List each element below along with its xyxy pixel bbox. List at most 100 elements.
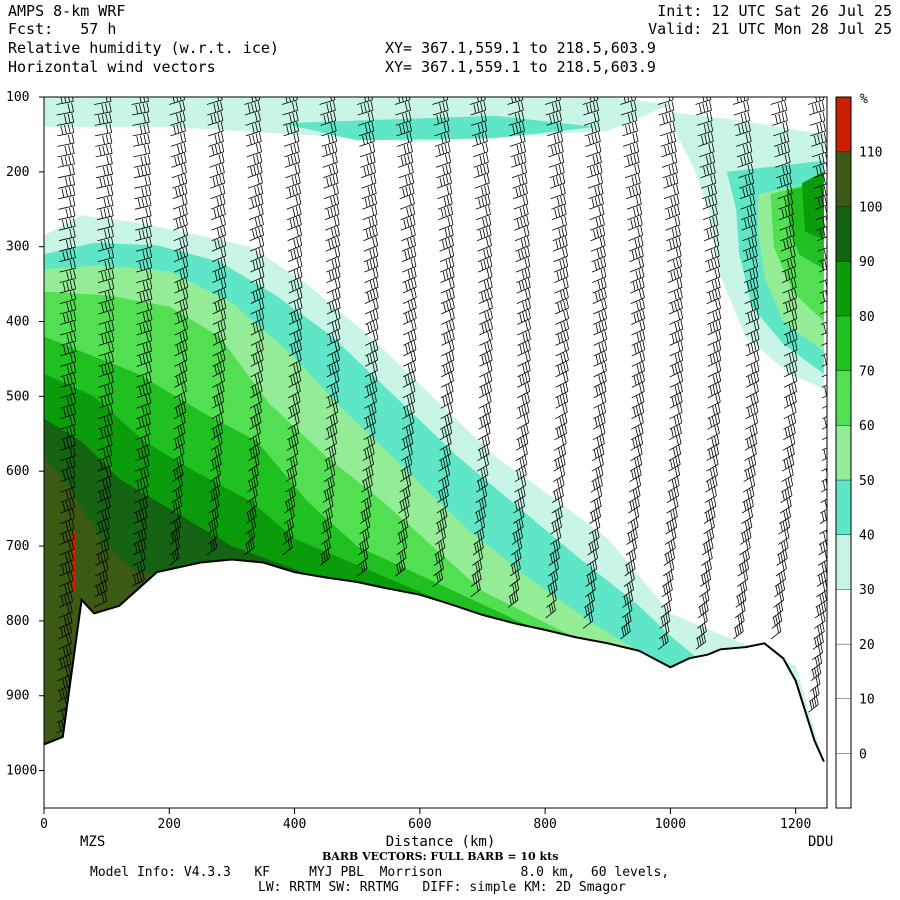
- wind-barb: [323, 184, 339, 200]
- wind-barb: [364, 267, 379, 283]
- wind-barb: [325, 413, 338, 430]
- physics-info: LW: RRTM SW: RRTMG DIFF: simple KM: 2D S…: [258, 880, 626, 895]
- wind-barb: [395, 101, 411, 116]
- wind-barb: [773, 132, 790, 147]
- wind-barb: [513, 486, 526, 503]
- wind-barb: [593, 330, 608, 346]
- wind-barb: [474, 496, 487, 514]
- wind-barb: [97, 217, 114, 231]
- wind-barb: [592, 434, 605, 451]
- wind-barb: [364, 403, 377, 420]
- wind-barb: [362, 455, 374, 472]
- wind-barb: [475, 194, 491, 210]
- wind-barb: [94, 560, 109, 577]
- plot-frame: [43, 96, 828, 809]
- wind-barb: [509, 559, 521, 577]
- wind-barb: [97, 258, 115, 273]
- wind-barb: [440, 298, 455, 315]
- wind-barb: [402, 257, 417, 273]
- wind-barb: [249, 215, 264, 231]
- wind-barb: [170, 496, 183, 514]
- wind-barb: [475, 486, 488, 503]
- wind-barb: [94, 591, 108, 608]
- wind-barb: [170, 121, 186, 137]
- wind-barb: [395, 559, 406, 577]
- wind-barb: [247, 153, 263, 168]
- wind-barb: [440, 257, 455, 273]
- wind-barb: [593, 319, 608, 336]
- wind-barb: [475, 476, 488, 493]
- wind-barb: [363, 423, 376, 441]
- wind-barb: [783, 371, 798, 388]
- wind-barb: [282, 111, 299, 126]
- wind-barb: [399, 173, 415, 189]
- wind-barb: [170, 507, 182, 524]
- wind-barb: [210, 194, 226, 210]
- wind-barb: [478, 257, 493, 273]
- wind-barb: [553, 257, 569, 273]
- wind-barb: [135, 217, 152, 231]
- wind-barb: [553, 444, 567, 462]
- wind-barb: [555, 392, 569, 409]
- wind-barb: [288, 246, 303, 263]
- wind-barb: [434, 528, 446, 545]
- wind-barb: [133, 529, 147, 545]
- wind-barb: [250, 361, 264, 378]
- wind-barb: [134, 466, 150, 483]
- wind-barb: [135, 227, 152, 242]
- wind-barb: [435, 142, 451, 158]
- wind-barb: [735, 121, 751, 137]
- wind-barb: [441, 330, 455, 346]
- wind-barb: [244, 101, 261, 116]
- wind-barb: [513, 496, 525, 514]
- wind-barb: [696, 111, 713, 126]
- wind-barb: [593, 382, 607, 399]
- wind-barb: [247, 173, 263, 189]
- wind-barb: [669, 309, 684, 325]
- wind-barb: [624, 163, 641, 179]
- wind-barb: [471, 121, 488, 137]
- wind-barb: [507, 590, 519, 608]
- colorbar-label: 20: [859, 638, 875, 653]
- wind-barb: [169, 101, 186, 116]
- wind-barb: [94, 123, 113, 137]
- wind-barb: [547, 132, 564, 147]
- colorbar-label: 50: [859, 474, 875, 489]
- wind-barb: [817, 237, 827, 252]
- wind-barb: [474, 507, 486, 524]
- wind-barb: [777, 184, 793, 200]
- wind-barb: [478, 413, 491, 430]
- wind-barb: [364, 257, 379, 273]
- wind-barb: [357, 101, 374, 116]
- wind-barb: [248, 184, 264, 200]
- wind-barb: [658, 101, 675, 116]
- wind-barb: [776, 163, 792, 179]
- x-tick-label: 1200: [780, 817, 811, 832]
- wind-barb: [631, 351, 646, 367]
- wind-barb: [285, 173, 301, 189]
- wind-barb: [593, 351, 607, 367]
- wind-barb: [436, 507, 448, 524]
- wind-barb: [624, 153, 640, 168]
- wind-barb: [622, 132, 639, 147]
- wind-barb: [173, 392, 187, 409]
- x-tick-label: 200: [158, 817, 181, 832]
- wind-barb: [705, 476, 718, 493]
- wind-barb: [440, 371, 454, 388]
- wind-barb: [439, 423, 453, 441]
- wind-barb: [95, 539, 110, 556]
- wind-barb: [516, 288, 531, 304]
- wind-barb: [659, 121, 676, 137]
- wind-barb: [512, 184, 528, 200]
- wind-barb: [627, 205, 643, 221]
- wind-barb: [630, 288, 645, 304]
- wind-barb: [319, 548, 331, 566]
- wind-barb: [400, 455, 413, 472]
- wind-barb: [364, 288, 379, 304]
- wind-barb: [478, 403, 492, 420]
- wind-barb: [174, 361, 188, 378]
- wind-barb: [696, 101, 712, 116]
- wind-barb: [326, 288, 341, 304]
- wind-barb: [669, 372, 684, 388]
- wind-barb: [436, 496, 449, 514]
